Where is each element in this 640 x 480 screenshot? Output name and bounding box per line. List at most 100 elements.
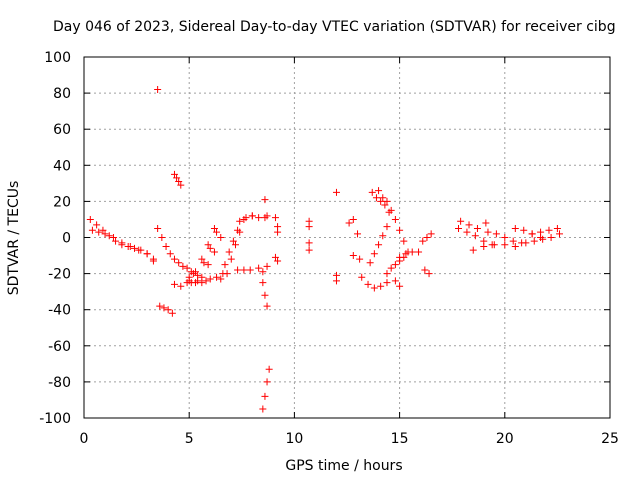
- data-point: [354, 230, 362, 238]
- series-arc-ae: [391, 215, 412, 256]
- data-point: [158, 234, 166, 241]
- data-point: [358, 273, 366, 281]
- series-arc-t: [271, 214, 282, 236]
- data-point: [271, 214, 279, 222]
- data-point: [375, 187, 383, 195]
- data-point: [99, 226, 107, 234]
- data-point: [457, 217, 465, 225]
- data-point: [391, 277, 399, 285]
- series-arc-ah: [419, 230, 435, 245]
- series-arc-i: [187, 228, 221, 287]
- series-arc-an: [511, 224, 545, 241]
- data-point: [213, 228, 221, 236]
- data-point: [375, 241, 383, 249]
- data-point: [520, 226, 528, 234]
- series-arc-al: [469, 241, 519, 254]
- y-tick-label: -40: [48, 303, 71, 319]
- y-tick-label: 80: [53, 86, 71, 102]
- series-arc-r: [261, 196, 271, 220]
- x-tick-label: 10: [285, 431, 303, 447]
- data-point: [396, 226, 404, 234]
- y-tick-label: -60: [48, 339, 71, 355]
- x-tick-label: 15: [391, 431, 409, 447]
- series-arc-s: [259, 365, 273, 413]
- data-point: [377, 282, 385, 290]
- data-point: [259, 268, 267, 276]
- data-point: [175, 178, 183, 186]
- data-point: [537, 228, 545, 236]
- data-point: [177, 181, 185, 189]
- data-point: [274, 228, 282, 236]
- data-point: [95, 228, 103, 236]
- data-point: [501, 234, 509, 241]
- data-point: [204, 241, 212, 249]
- data-point: [109, 234, 117, 241]
- data-points: [86, 85, 564, 413]
- series-arc-ag: [396, 248, 423, 261]
- data-point: [126, 243, 134, 251]
- data-point: [118, 239, 126, 247]
- data-point: [490, 241, 498, 249]
- data-point: [217, 275, 225, 283]
- data-point: [305, 239, 313, 247]
- data-point: [349, 252, 357, 260]
- data-point: [263, 212, 271, 220]
- data-point: [204, 261, 212, 269]
- data-point: [530, 237, 538, 245]
- data-point: [154, 85, 162, 93]
- data-point: [305, 246, 313, 254]
- data-point: [261, 392, 269, 400]
- data-point: [425, 270, 433, 278]
- data-point: [164, 306, 172, 314]
- data-point: [492, 230, 500, 238]
- series-arc-f: [170, 279, 191, 290]
- data-point: [345, 219, 353, 227]
- data-point: [101, 230, 109, 238]
- data-point: [210, 248, 218, 256]
- data-point: [192, 279, 200, 287]
- y-tick-label: 100: [44, 50, 71, 66]
- data-point: [402, 250, 410, 258]
- y-tick-labels: -100 -80 -60 -40 -20 0 20 40 60 80 100: [39, 50, 71, 427]
- series-arc-o: [248, 212, 269, 222]
- plot-frame: [83, 56, 611, 419]
- series-arc-d: [156, 302, 176, 317]
- data-point: [366, 259, 374, 267]
- series-arc-am: [484, 228, 526, 247]
- y-tick-label: 40: [53, 158, 71, 174]
- data-point: [225, 248, 233, 256]
- data-point: [511, 224, 519, 232]
- series-arc-q: [259, 279, 271, 310]
- data-point: [263, 378, 271, 386]
- data-point: [259, 279, 267, 287]
- data-point: [383, 223, 391, 231]
- data-point: [130, 244, 138, 252]
- data-point: [545, 226, 553, 234]
- series-arc-j: [192, 234, 225, 287]
- data-point: [265, 365, 273, 373]
- data-point: [206, 244, 214, 252]
- data-point: [381, 201, 389, 209]
- series-arc-x: [345, 215, 362, 238]
- data-point: [528, 230, 536, 238]
- data-point: [179, 262, 187, 270]
- data-point: [105, 232, 113, 240]
- data-point: [509, 237, 517, 245]
- data-point: [88, 226, 96, 234]
- data-point: [511, 243, 519, 251]
- data-point: [206, 275, 214, 283]
- series-arc-ad: [383, 253, 408, 278]
- data-point: [166, 250, 174, 258]
- x-tick-label: 25: [601, 431, 619, 447]
- y-tick-label: 0: [62, 231, 71, 247]
- data-point: [383, 279, 391, 287]
- data-point: [400, 237, 408, 245]
- data-point: [168, 309, 176, 317]
- data-point: [480, 243, 488, 251]
- data-point: [383, 197, 391, 205]
- series-arc-ab: [368, 188, 393, 216]
- data-point: [387, 206, 395, 214]
- data-point: [236, 228, 244, 236]
- series-arc-n: [236, 212, 256, 225]
